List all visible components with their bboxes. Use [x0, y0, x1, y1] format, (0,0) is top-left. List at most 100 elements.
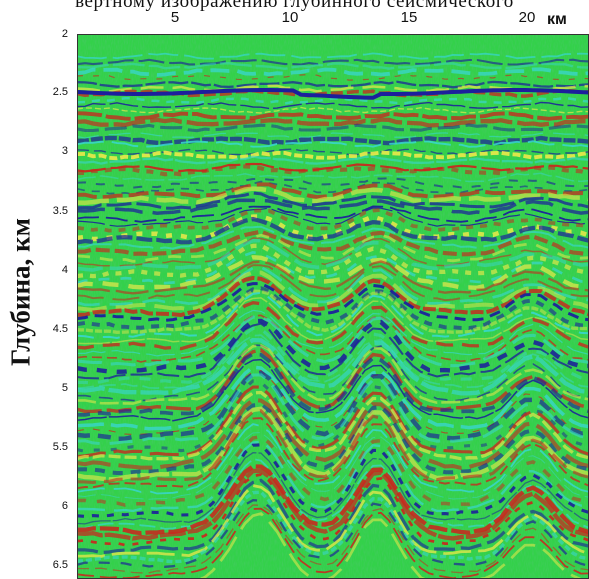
- seismic-reflector: [77, 443, 589, 518]
- seismic-reflector: [77, 150, 589, 161]
- seismic-reflector: [77, 216, 589, 245]
- seismic-reflector: [77, 385, 589, 459]
- y-tick-label: 6: [61, 500, 68, 512]
- seismic-reflector: [77, 289, 589, 335]
- seismic-reflector: [77, 452, 589, 525]
- seismic-reflector: [77, 286, 589, 331]
- seismic-reflector: [77, 370, 589, 442]
- seismic-reflector: [77, 225, 589, 250]
- seismic-reflector: [77, 458, 589, 530]
- seismic-reflector: [77, 373, 589, 446]
- seismic-reflector: [77, 208, 589, 233]
- seismic-reflector: [77, 344, 589, 402]
- seismic-reflector: [77, 229, 589, 257]
- y-tick-label: 5: [61, 382, 68, 394]
- seismic-section-image: [77, 34, 589, 579]
- seismic-reflector: [77, 507, 589, 579]
- seismic-reflector-top: [77, 88, 589, 100]
- seismic-reflector: [77, 309, 589, 357]
- y-tick-label: 3: [61, 145, 68, 157]
- seismic-reflector: [77, 186, 589, 206]
- seismic-reflector: [77, 270, 589, 313]
- seismic-reflector: [77, 233, 589, 263]
- seismic-reflector: [77, 207, 589, 227]
- seismic-reflector: [77, 117, 589, 128]
- y-tick-label: 2: [61, 28, 68, 40]
- seismic-reflector: [77, 198, 589, 215]
- seismic-reflector: [77, 337, 589, 396]
- seismic-reflector: [77, 101, 589, 110]
- seismic-reflector: [77, 318, 589, 375]
- seismic-reflector: [77, 397, 589, 470]
- x-tick-label: 10: [281, 9, 299, 26]
- seismic-reflector: [77, 148, 589, 156]
- seismic-reflector: [77, 52, 589, 60]
- seismic-reflector: [77, 251, 589, 285]
- y-tick-label: 6.5: [52, 559, 68, 571]
- seismic-reflector: [77, 484, 589, 558]
- y-tick-label: 4.5: [52, 323, 68, 335]
- x-tick-label: 5: [170, 9, 180, 26]
- seismic-reflector: [77, 301, 589, 351]
- seismic-reflector: [77, 164, 589, 177]
- seismic-reflector: [77, 478, 589, 555]
- seismic-reflector: [77, 464, 589, 536]
- seismic-reflector: [77, 155, 589, 165]
- seismic-reflector: [77, 440, 589, 513]
- reflector-layer: [77, 52, 589, 579]
- seismic-reflector: [77, 275, 589, 318]
- seismic-reflector: [77, 191, 589, 210]
- x-axis-unit: км: [547, 11, 567, 28]
- seismic-reflector: [77, 334, 589, 390]
- y-tick-label: 4: [61, 264, 68, 276]
- y-tick-label: 2.5: [52, 86, 68, 98]
- seismic-reflector: [77, 182, 589, 200]
- seismic-reflector: [77, 473, 589, 547]
- seismic-reflector: [77, 123, 589, 133]
- seismic-reflector: [77, 172, 589, 183]
- seismic-reflector: [77, 390, 589, 461]
- seismic-reflector: [77, 132, 589, 139]
- seismic-reflector: [77, 282, 589, 322]
- x-tick-label: 20: [518, 9, 536, 26]
- seismic-reflector: [77, 58, 589, 66]
- seismic-reflector: [77, 205, 589, 223]
- seismic-reflector: [77, 265, 589, 307]
- seismic-reflector: [77, 315, 589, 368]
- seismic-reflector: [77, 106, 589, 114]
- y-axis-label: Глубина, км: [5, 218, 36, 366]
- seismic-reflector: [77, 432, 589, 500]
- seismic-reflector: [77, 326, 589, 385]
- seismic-reflector: [77, 352, 589, 417]
- seismic-reflector: [77, 264, 589, 302]
- seismic-reflector: [77, 468, 589, 541]
- seismic-reflector: [77, 499, 589, 568]
- seismic-reflector: [77, 409, 589, 485]
- seismic-reflector: [77, 314, 589, 363]
- seismic-reflector: [77, 237, 589, 267]
- seismic-reflector: [77, 255, 589, 291]
- seismic-reflector: [77, 80, 589, 89]
- seismic-reflector: [77, 291, 589, 340]
- seismic-reflector: [77, 67, 589, 77]
- seismic-reflector: [77, 402, 589, 475]
- seismic-reflector: [77, 260, 589, 295]
- seismic-reflector: [77, 243, 589, 279]
- seismic-reflector: [77, 504, 589, 574]
- seismic-reflector: [77, 358, 589, 422]
- y-tick-label: 3.5: [52, 205, 68, 217]
- seismic-reflector: [77, 434, 589, 507]
- seismic-reflector: [77, 61, 589, 71]
- seismic-reflector: [77, 490, 589, 564]
- seismic-reflector: [77, 365, 589, 431]
- x-tick-label: 15: [400, 9, 418, 26]
- seismic-reflector: [77, 180, 589, 195]
- figure-caption-fragment: вертному изображению глубинного сейсмиче…: [75, 0, 514, 12]
- seismic-reflector: [77, 140, 589, 148]
- seismic-reflector: [77, 322, 589, 380]
- seismic-reflector: [77, 238, 589, 272]
- seismic-reflector: [77, 111, 589, 121]
- seismic-reflector: [77, 297, 589, 345]
- seismic-reflector: [77, 379, 589, 453]
- seismic-reflector: [77, 96, 589, 105]
